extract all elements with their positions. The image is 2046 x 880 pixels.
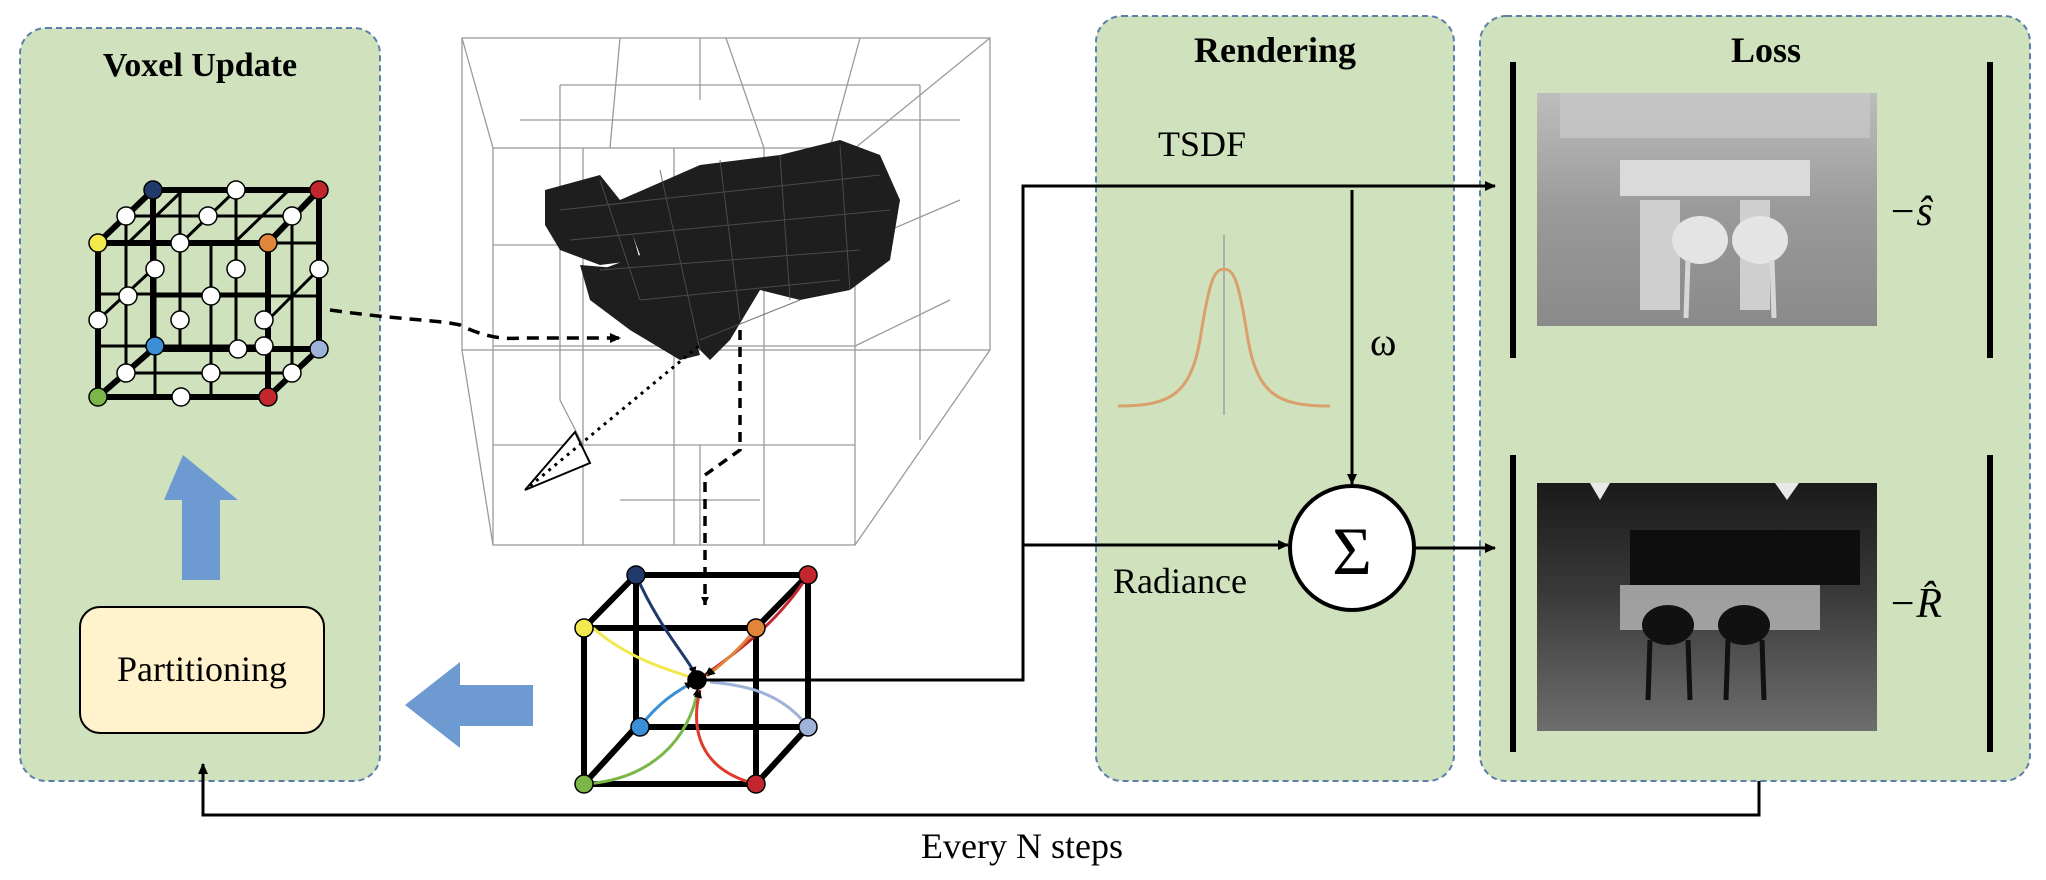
interpolation-cube: [574, 565, 818, 794]
loss-panel: Loss −ŝ: [1479, 15, 2031, 782]
rendering-title: Rendering: [1194, 30, 1356, 70]
connections: [198, 181, 1761, 817]
radiance-label: Radiance: [1113, 561, 1247, 601]
rendering-panel: Rendering TSDF ω Radiance Σ: [1095, 15, 1455, 782]
loss-radiance-term: −R̂: [1888, 580, 1942, 627]
partitioning-label: Partitioning: [117, 649, 287, 689]
lattice-nodes: [88, 180, 329, 407]
voxel-update-panel: Voxel Update: [19, 27, 381, 782]
loss-sdf-term: −ŝ: [1888, 189, 1933, 235]
octree-scene: [461, 37, 991, 546]
feedback-label: Every N steps: [921, 826, 1123, 866]
up-arrow-icon: [164, 455, 238, 580]
partitioning-box: Partitioning: [79, 606, 325, 734]
camera-icon: [524, 430, 592, 491]
scene-geometry: [545, 140, 900, 360]
voxel-to-scene-arrow: [329, 308, 621, 343]
weight-label: ω: [1370, 319, 1396, 364]
tsdf-render-image: [1537, 93, 1877, 326]
sum-icon: Σ: [1288, 484, 1416, 612]
radiance-render-image: [1537, 483, 1877, 731]
gaussian-curve: [1117, 235, 1331, 415]
tsdf-label: TSDF: [1158, 124, 1246, 164]
left-arrow-icon: [405, 662, 533, 748]
voxel-update-title: Voxel Update: [103, 47, 297, 84]
scene-to-cube-arrow: [701, 330, 742, 605]
loss-title: Loss: [1731, 30, 1801, 70]
svg-text:Σ: Σ: [1332, 513, 1372, 589]
